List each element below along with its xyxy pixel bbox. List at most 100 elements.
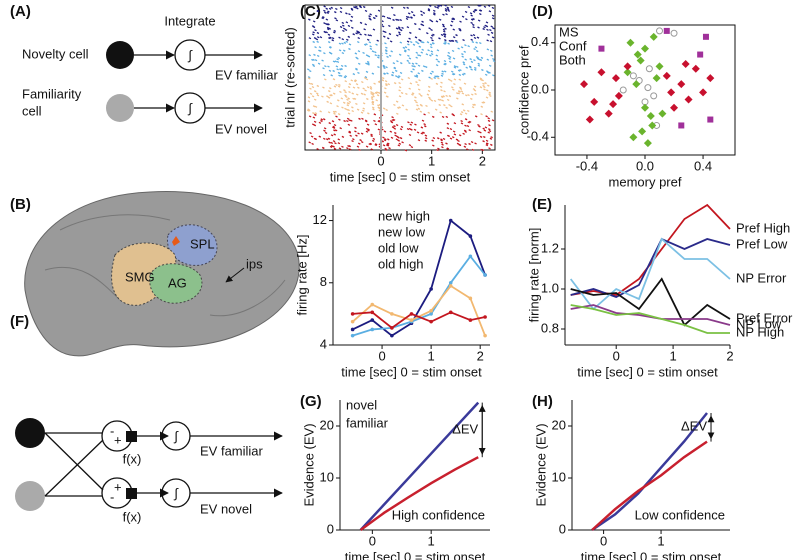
spike: [462, 132, 465, 135]
spike: [322, 86, 325, 89]
spike: [440, 81, 443, 84]
spike: [470, 60, 474, 63]
spike: [311, 33, 315, 36]
spike: [388, 17, 392, 20]
spike: [391, 74, 394, 77]
spike: [382, 136, 385, 139]
point: [656, 27, 664, 35]
spike: [323, 127, 327, 130]
spike: [420, 13, 424, 16]
spike: [428, 27, 431, 30]
spike: [372, 95, 375, 98]
spike: [455, 92, 459, 95]
spike: [348, 100, 352, 104]
spike: [384, 87, 387, 90]
spike: [333, 123, 337, 127]
spike: [443, 90, 446, 93]
spike: [467, 5, 471, 9]
spike: [394, 134, 397, 137]
spike: [307, 100, 311, 103]
marker: [468, 234, 473, 238]
spike: [407, 121, 410, 124]
spike: [464, 94, 468, 97]
spike: [429, 72, 433, 75]
spike: [450, 20, 454, 23]
spike: [313, 124, 317, 127]
spike: [490, 54, 494, 57]
point: [629, 133, 638, 142]
spike: [319, 110, 322, 113]
spike: [421, 20, 424, 23]
spike: [332, 126, 336, 129]
spike: [434, 75, 437, 78]
spike: [327, 65, 330, 68]
spike: [437, 98, 441, 101]
point: [633, 50, 642, 59]
spike: [325, 18, 329, 21]
spike: [343, 41, 347, 44]
spike: [418, 92, 421, 96]
spike: [340, 97, 344, 100]
panel-label: (B): [10, 196, 31, 213]
series-line: [359, 401, 480, 531]
spike: [421, 69, 424, 72]
spike: [488, 124, 491, 127]
spike: [313, 120, 317, 123]
spike: [487, 119, 491, 122]
spike: [327, 96, 331, 99]
spike: [329, 52, 333, 55]
marker: [370, 318, 375, 322]
spike: [314, 112, 318, 115]
spike: [381, 140, 385, 143]
spike: [351, 106, 354, 109]
spike: [346, 117, 350, 120]
spike: [358, 148, 361, 151]
spike: [350, 7, 354, 10]
spike: [454, 39, 458, 43]
spike: [452, 28, 456, 31]
spike: [432, 33, 435, 36]
spike: [326, 11, 330, 14]
spike: [473, 89, 477, 92]
spike: [488, 91, 492, 94]
y-axis-label: Evidence (EV): [533, 423, 548, 506]
x-tick-label: 0: [377, 153, 384, 168]
spike: [480, 56, 484, 59]
spike: [384, 138, 387, 141]
spike: [408, 133, 412, 137]
spike: [481, 101, 485, 104]
spike: [374, 54, 378, 57]
spike: [442, 25, 446, 28]
spike: [422, 65, 426, 68]
spike: [328, 7, 332, 10]
spike: [473, 47, 476, 51]
spike: [328, 46, 332, 49]
spike: [463, 129, 467, 132]
spike: [481, 68, 484, 72]
spike: [417, 107, 421, 110]
spike: [326, 100, 329, 103]
point: [667, 88, 676, 97]
spike: [471, 40, 475, 44]
point: [691, 64, 700, 73]
spike: [386, 144, 389, 147]
spike: [455, 138, 459, 141]
spike: [452, 130, 456, 133]
spike: [365, 62, 368, 65]
marker: [350, 319, 355, 324]
y-tick-label: 8: [320, 274, 327, 289]
spike: [432, 9, 436, 12]
spike: [338, 42, 342, 45]
spike: [412, 43, 416, 46]
spike: [435, 58, 439, 61]
spike: [476, 36, 480, 39]
spike: [475, 50, 479, 53]
spike: [463, 50, 467, 53]
spike: [473, 68, 477, 71]
x-tick-label: 0: [369, 533, 376, 548]
spike: [311, 85, 315, 89]
spike: [334, 17, 337, 20]
point: [684, 95, 693, 104]
panel-label: (E): [532, 196, 552, 213]
spike: [373, 51, 377, 54]
